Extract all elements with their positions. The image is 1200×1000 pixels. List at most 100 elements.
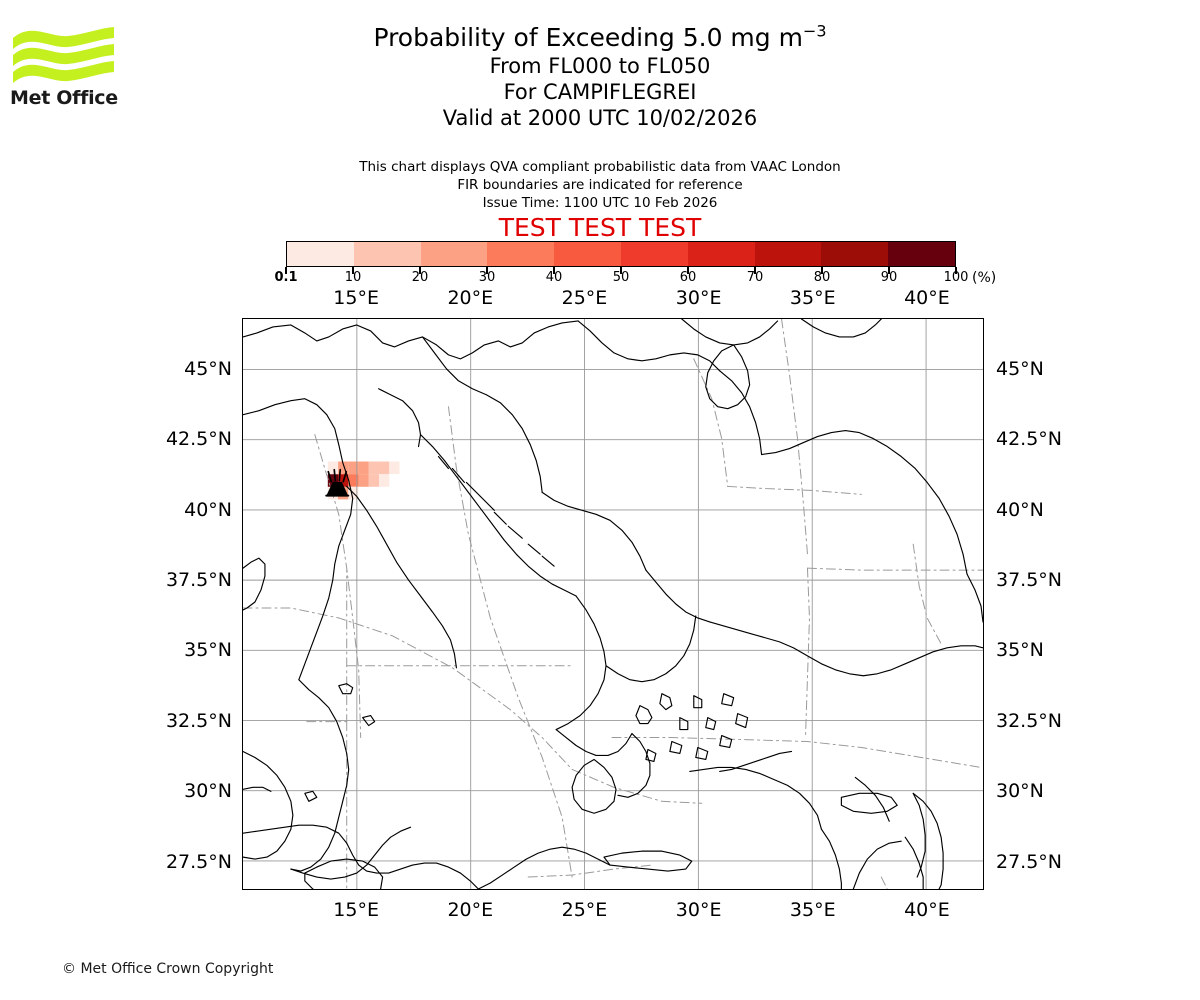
colorbar-tick-0 (285, 267, 287, 274)
colorbar-label-50: 50 (612, 270, 630, 285)
axis-label-left-lat-45: 45°N (184, 357, 232, 380)
colorbar-tick-1 (352, 267, 354, 274)
axis-label-bottom-lon-30: 30°E (675, 899, 722, 921)
map-gridlines (243, 319, 983, 889)
colorbar-label-40: 40 (545, 270, 563, 285)
colorbar-tick-5 (620, 267, 622, 274)
title-text: Probability of Exceeding 5.0 mg m (373, 23, 803, 52)
colorbar-segment-2 (420, 242, 488, 266)
title-block: Probability of Exceeding 5.0 mg m−3 From… (0, 22, 1200, 131)
axis-label-left-lat-35: 35°N (184, 639, 232, 662)
colorbar-segment-1 (353, 242, 421, 266)
ash-cell-12 (389, 461, 400, 475)
subtitle-flight-levels: From FL000 to FL050 (489, 54, 711, 78)
colorbar-segment-7 (754, 242, 822, 266)
met-office-wordmark: Met Office (10, 87, 118, 109)
axis-label-right-lat-32.5: 32.5°N (996, 709, 1063, 732)
colorbar-label-100: 100 (943, 270, 969, 285)
axis-label-top-lon-35: 35°E (789, 287, 836, 309)
title-exponent: −3 (802, 21, 827, 41)
colorbar-tick-3 (486, 267, 488, 274)
volcano-symbol (325, 468, 350, 497)
axis-label-left-lat-40: 40°N (184, 498, 232, 521)
colorbar-label-70: 70 (746, 270, 764, 285)
note-issue-time: Issue Time: 1100 UTC 10 Feb 2026 (482, 195, 718, 211)
colorbar-tick-7 (754, 267, 756, 274)
ash-cell-14 (327, 461, 339, 475)
colorbar-segment-6 (687, 242, 755, 266)
axis-label-bottom-lon-20: 20°E (447, 899, 494, 921)
ash-cell-7 (338, 461, 349, 475)
axis-label-right-lat-30: 30°N (996, 780, 1044, 803)
axis-label-left-lat-32.5: 32.5°N (165, 709, 232, 732)
map-panel[interactable] (242, 318, 984, 890)
colorbar-segment-4 (554, 242, 621, 266)
colorbar-tick-labels: 0.1 10 20 30 40 50 60 70 80 90 100 (274, 270, 968, 286)
colorbar-gradient (286, 241, 956, 267)
colorbar-label-80: 80 (813, 270, 831, 285)
colorbar (286, 241, 956, 267)
colorbar-unit-label: (%) (972, 270, 997, 286)
ash-cell-13 (379, 474, 390, 487)
colorbar-segment-9 (888, 242, 955, 266)
ash-cell-9 (358, 461, 369, 475)
colorbar-tick-9 (888, 267, 890, 274)
axis-label-right-lat-45: 45°N (996, 357, 1044, 380)
subtitle-valid-time: Valid at 2000 UTC 10/02/2026 (442, 106, 758, 130)
colorbar-segment-8 (821, 242, 889, 266)
page-title: Probability of Exceeding 5.0 mg m−3 (0, 22, 1200, 53)
colorbar-label-30: 30 (478, 270, 496, 285)
ash-cell-4 (348, 474, 359, 487)
axis-label-right-lat-27.5: 27.5°N (996, 850, 1063, 873)
axis-label-top-lon-40: 40°E (904, 287, 950, 309)
copyright-notice: © Met Office Crown Copyright (62, 961, 274, 977)
axis-label-left-lat-37.5: 37.5°N (165, 569, 232, 592)
axis-label-left-lat-27.5: 27.5°N (165, 850, 232, 873)
colorbar-tick-10 (955, 267, 957, 274)
colorbar-tick-8 (821, 267, 823, 274)
ash-cell-6 (368, 474, 380, 487)
axis-label-bottom-lon-15: 15°E (333, 899, 379, 921)
ash-cell-2 (327, 474, 339, 487)
colorbar-segment-0 (287, 242, 354, 266)
note-qva: This chart displays QVA compliant probab… (359, 159, 841, 175)
notes-block: This chart displays QVA compliant probab… (0, 158, 1200, 212)
colorbar-label-10: 10 (344, 270, 362, 285)
axis-label-right-lat-37.5: 37.5°N (996, 569, 1063, 592)
met-office-waves-icon (13, 27, 114, 83)
axis-label-top-lon-25: 25°E (561, 287, 608, 309)
subtitle-volcano: For CAMPIFLEGREI (503, 80, 697, 104)
ash-cell-11 (379, 461, 390, 475)
axis-label-top-lon-20: 20°E (447, 287, 494, 309)
test-banner: TEST TEST TEST (498, 213, 702, 242)
colorbar-segment-5 (620, 242, 688, 266)
ash-cell-5 (358, 474, 369, 487)
axis-label-left-lat-30: 30°N (184, 780, 232, 803)
colorbar-label-20: 20 (411, 270, 429, 285)
ash-cell-8 (348, 461, 359, 475)
axis-label-right-lat-35: 35°N (996, 639, 1044, 662)
coastlines (243, 319, 983, 889)
volcano-icon (325, 468, 350, 497)
axis-label-bottom-lon-35: 35°E (789, 899, 836, 921)
axis-label-bottom-lon-25: 25°E (561, 899, 608, 921)
fir-boundaries (243, 319, 983, 889)
axis-label-right-lat-40: 40°N (996, 498, 1044, 521)
note-fir: FIR boundaries are indicated for referen… (457, 177, 743, 193)
colorbar-label-90: 90 (880, 270, 898, 285)
axis-label-right-lat-42.5: 42.5°N (996, 428, 1063, 451)
map-canvas[interactable] (243, 319, 983, 889)
colorbar-tick-2 (419, 267, 421, 274)
met-office-logo: Met Office (10, 24, 122, 112)
colorbar-tick-4 (553, 267, 555, 274)
colorbar-segment-3 (487, 242, 555, 266)
colorbar-label-60: 60 (679, 270, 697, 285)
axis-label-left-lat-42.5: 42.5°N (165, 428, 232, 451)
ash-cell-10 (368, 461, 380, 475)
colorbar-tick-6 (687, 267, 689, 274)
axis-label-top-lon-30: 30°E (675, 287, 722, 309)
colorbar-label-0-1: 0.1 (274, 270, 298, 285)
colorbar-ticks (285, 267, 957, 275)
axis-label-bottom-lon-40: 40°E (904, 899, 950, 921)
axis-label-top-lon-15: 15°E (333, 287, 379, 309)
